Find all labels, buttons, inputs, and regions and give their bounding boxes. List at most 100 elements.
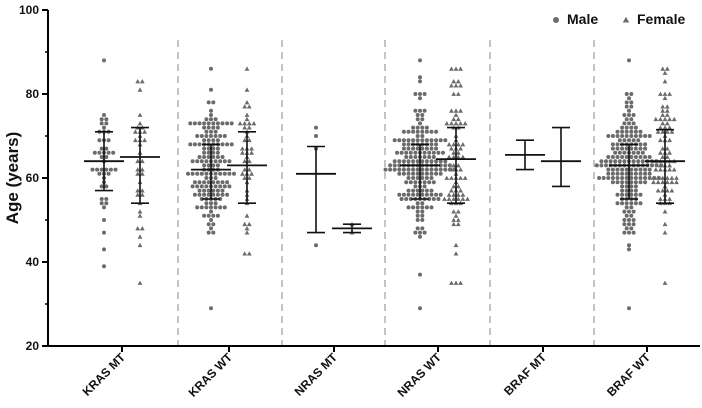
male-point [401,192,406,197]
male-point [633,176,638,180]
male-point [610,180,615,185]
male-point [401,167,406,172]
male-point [638,176,643,180]
male-point [420,117,425,122]
female-point [662,221,668,227]
female-point [660,108,666,113]
male-point [643,176,648,180]
female-point [451,150,457,155]
female-point [249,146,254,151]
male-point [420,226,425,231]
male-point [97,138,102,143]
male-point [195,134,200,138]
male-point [415,209,420,214]
male-point [624,134,629,138]
male-point [197,188,202,193]
male-point [102,58,106,63]
male-point [610,171,615,176]
male-point [627,243,631,248]
female-point [455,209,461,214]
female-point [133,137,138,143]
female-point [451,221,457,227]
male-point [643,134,648,138]
male-point [197,192,202,197]
female-point [664,121,670,126]
male-point [218,205,223,210]
male-point [615,176,620,180]
male-point [213,201,218,206]
male-point [197,142,202,147]
female-point [667,137,672,143]
male-point [601,176,606,180]
male-point [411,188,416,193]
male-point [594,163,599,168]
male-point [211,213,216,218]
male-point [206,230,211,235]
male-point [424,188,429,193]
male-point [647,176,652,180]
male-point [631,138,636,143]
male-point [436,197,441,201]
male-point [206,100,211,105]
male-point [436,150,441,155]
male-point [413,150,418,155]
male-point [406,129,411,134]
female-point [240,171,245,176]
male-point [633,146,638,151]
male-point [447,163,452,168]
male-point [415,167,420,172]
male-point [418,92,422,96]
female-point [453,83,459,88]
male-point [633,180,638,185]
male-point [190,159,195,164]
male-point [620,171,625,176]
male-point [424,125,429,130]
female-point [662,95,668,101]
male-point [413,155,418,159]
male-point [429,129,434,134]
male-point [654,163,659,168]
female-point [242,104,248,109]
male-point [422,230,427,235]
male-point [629,125,634,130]
male-point [97,150,102,155]
male-point [99,201,104,206]
female-point [664,188,670,193]
male-point [643,142,648,147]
male-point [615,134,620,138]
female-point [458,66,463,71]
male-point [420,146,425,151]
male-point [197,121,202,126]
male-point [415,201,420,206]
male-point [209,87,213,92]
male-point [624,192,629,197]
male-point [220,142,225,147]
male-point [204,201,209,206]
female-point [451,154,457,159]
male-point [443,138,448,143]
female-point [451,209,457,214]
female-point [455,196,461,201]
male-point [627,218,631,222]
female-point [137,121,143,126]
male-point [420,176,425,180]
male-point [443,159,448,164]
male-point [204,134,209,138]
male-point [627,138,631,143]
male-point [622,218,627,222]
male-point [232,171,236,176]
male-point [415,146,420,151]
female-point [449,146,454,151]
female-point [246,221,252,227]
female-point [242,175,248,180]
male-point [620,155,625,159]
female-point [660,146,666,151]
male-point [424,129,429,134]
male-point [222,171,227,176]
male-point [620,129,625,134]
male-point [206,192,211,197]
male-point [211,180,216,185]
male-point [395,150,399,155]
male-point [209,306,213,311]
male-point [613,150,618,155]
